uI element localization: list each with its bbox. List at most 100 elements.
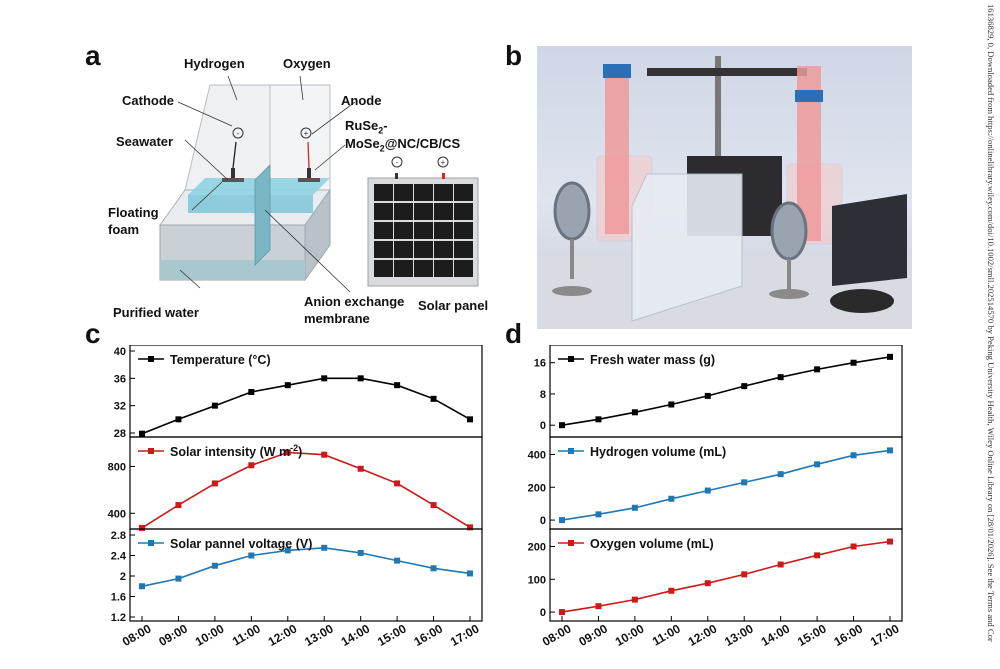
chart-c-sub2-frame	[129, 528, 483, 622]
clear-device	[631, 173, 743, 322]
chart-d-sub1-point-4	[704, 487, 711, 494]
catalyst-pointer	[314, 144, 346, 171]
chart-d-xtick-label-0: 08:00	[540, 621, 574, 649]
chart-d-sub0-point-4	[704, 392, 711, 399]
right-mirror	[770, 201, 808, 261]
chart-c-sub2-point-8	[430, 565, 437, 572]
anode-electrode	[307, 168, 311, 178]
chart-d-sub1-ytick-label-2: 400	[528, 449, 546, 461]
chart-d-sub2-point-8	[850, 543, 857, 550]
chart-c-xtick-label-6: 14:00	[339, 621, 373, 649]
chart-d-xtick-label-2: 10:00	[613, 621, 647, 649]
chart-d-xtick-label-9: 17:00	[868, 621, 902, 649]
chart-c-xtick-label-3: 11:00	[230, 621, 263, 648]
left-cylinder-cap	[603, 64, 631, 78]
cathode-label: Cathode	[122, 93, 174, 108]
panel-label-b: b	[505, 40, 523, 71]
chart-c-sub1-point-1	[175, 502, 182, 509]
chart-c-sub2-legend-label: Solar pannel voltage (V)	[170, 537, 312, 551]
chart-d-sub2-point-7	[814, 552, 821, 559]
chart-d-xtick-label-4: 12:00	[686, 621, 720, 649]
chart-c-xtick-label-7: 15:00	[375, 621, 409, 649]
chart-c-xtick-label-0: 08:00	[120, 621, 154, 649]
chart-d-sub1-line	[561, 449, 891, 521]
chart-d-sub1-point-7	[814, 461, 821, 468]
chart-c-sub0-ytick-label-0: 28	[114, 428, 126, 440]
chart-d-sub0-point-0	[559, 422, 565, 429]
chart-c-sub2-point-2	[211, 562, 218, 569]
chart-c-sub0-point-5	[321, 375, 328, 382]
chart-c-xtick-label-4: 12:00	[266, 621, 300, 649]
chart-d-xtick-label-8: 16:00	[831, 621, 865, 649]
experiment-photo-drawing	[537, 56, 912, 329]
chart-d-sub1-point-9	[887, 447, 893, 454]
chart-c-sub1-legend-label: Solar intensity (W m-2)	[170, 443, 302, 459]
anion-exchange-membrane-shape	[254, 164, 271, 266]
chart-c-xtick-label-9: 17:00	[448, 621, 482, 649]
panel-label-a: a	[85, 40, 101, 71]
solar-panel-stand	[830, 289, 894, 313]
chart-c-sub0-point-6	[357, 375, 364, 382]
panel-label-d: d	[505, 318, 523, 349]
chart-d-sub1-ytick-label-1: 200	[528, 482, 546, 494]
cathode-wire	[232, 141, 237, 169]
chart-c-sub2-line	[141, 546, 471, 588]
chart-d-sub0-point-5	[741, 383, 748, 390]
chart-d-sub0-legend-marker	[568, 356, 574, 362]
chart-c-sub1-point-8	[430, 502, 437, 509]
anode-label: Anode	[341, 93, 382, 108]
chart-d-sub1-ytick-label-0: 0	[540, 515, 546, 527]
chart-c-sub0-ytick-label-2: 36	[114, 373, 126, 385]
chart-c-xtick-label-8: 16:00	[411, 621, 445, 649]
chart-c-sub2-ytick-label-0: 1.2	[111, 612, 126, 624]
chart-c-sub2-point-9	[467, 570, 473, 577]
seawater-pointer	[184, 139, 229, 181]
chart-d-sub0-point-2	[631, 409, 638, 416]
purified-water-layer	[160, 260, 305, 280]
stand-clamp-bar	[647, 68, 807, 76]
chart-c-sub0-point-9	[467, 416, 473, 423]
chart-d-sub2-ytick-label-1: 100	[528, 574, 546, 586]
catalyst-label-line2: MoSe2@NC/CB/CS	[345, 136, 461, 154]
chart-c-sub0-line	[141, 377, 471, 435]
chart-c-sub1-ytick-label-1: 800	[108, 461, 126, 473]
chart-d-sub1-point-5	[741, 479, 748, 486]
chart-d-sub2-line	[561, 540, 891, 613]
download-note: 16136829, 0, Downloaded from https://onl…	[984, 4, 998, 664]
chart-c-sub1-point-2	[211, 480, 218, 487]
chart-d-sub0-point-7	[814, 366, 821, 373]
chart-c-sub1-line	[141, 451, 471, 529]
panel-label-c: c	[85, 318, 101, 349]
cathode-chamber-back	[184, 84, 271, 191]
chart-d-sub2-legend-label: Oxygen volume (mL)	[590, 537, 714, 551]
chart-d-sub0-ytick-label-0: 0	[540, 420, 546, 432]
membrane-pointer	[264, 209, 351, 293]
chart-c-sub0-point-2	[211, 402, 218, 409]
device-schematic: - + - +	[159, 75, 479, 293]
solar-minus-sign: -	[396, 158, 399, 167]
hydrogen-pointer	[227, 75, 238, 101]
chart-d-sub0-point-9	[887, 353, 893, 360]
solar-panel-cells	[374, 184, 473, 277]
chart-d-sub0-point-3	[668, 401, 675, 408]
left-mirror-base	[552, 286, 592, 296]
solar-plus-circle	[437, 156, 449, 168]
chart-c-sub2-point-0	[139, 583, 145, 590]
chart-c-sub1-legend-marker	[148, 448, 154, 454]
left-mirror-stand	[570, 239, 574, 279]
foam-pointer	[191, 181, 223, 211]
chart-c-sub0-legend-label: Temperature (°C)	[170, 353, 271, 367]
floating-foam-label-1: Floating	[108, 205, 159, 220]
chart-d-sub2-ytick-label-2: 200	[528, 541, 546, 553]
chart-d-sub0-point-1	[595, 416, 602, 423]
retort-stand-rod	[715, 56, 721, 206]
chart-c-xtick-label-5: 13:00	[302, 621, 336, 649]
chart-d-sub2-point-5	[741, 571, 748, 578]
solar-panel-label: Solar panel	[418, 298, 489, 313]
chart-c-sub0-ytick-label-3: 40	[114, 346, 126, 358]
cathode-pointer	[177, 101, 233, 127]
chart-d-sub1-point-0	[559, 517, 565, 524]
chart-c-sub1-point-0	[139, 524, 145, 531]
chart-c-sub1-point-5	[321, 451, 328, 458]
chart-d-sub1-point-6	[777, 471, 784, 478]
